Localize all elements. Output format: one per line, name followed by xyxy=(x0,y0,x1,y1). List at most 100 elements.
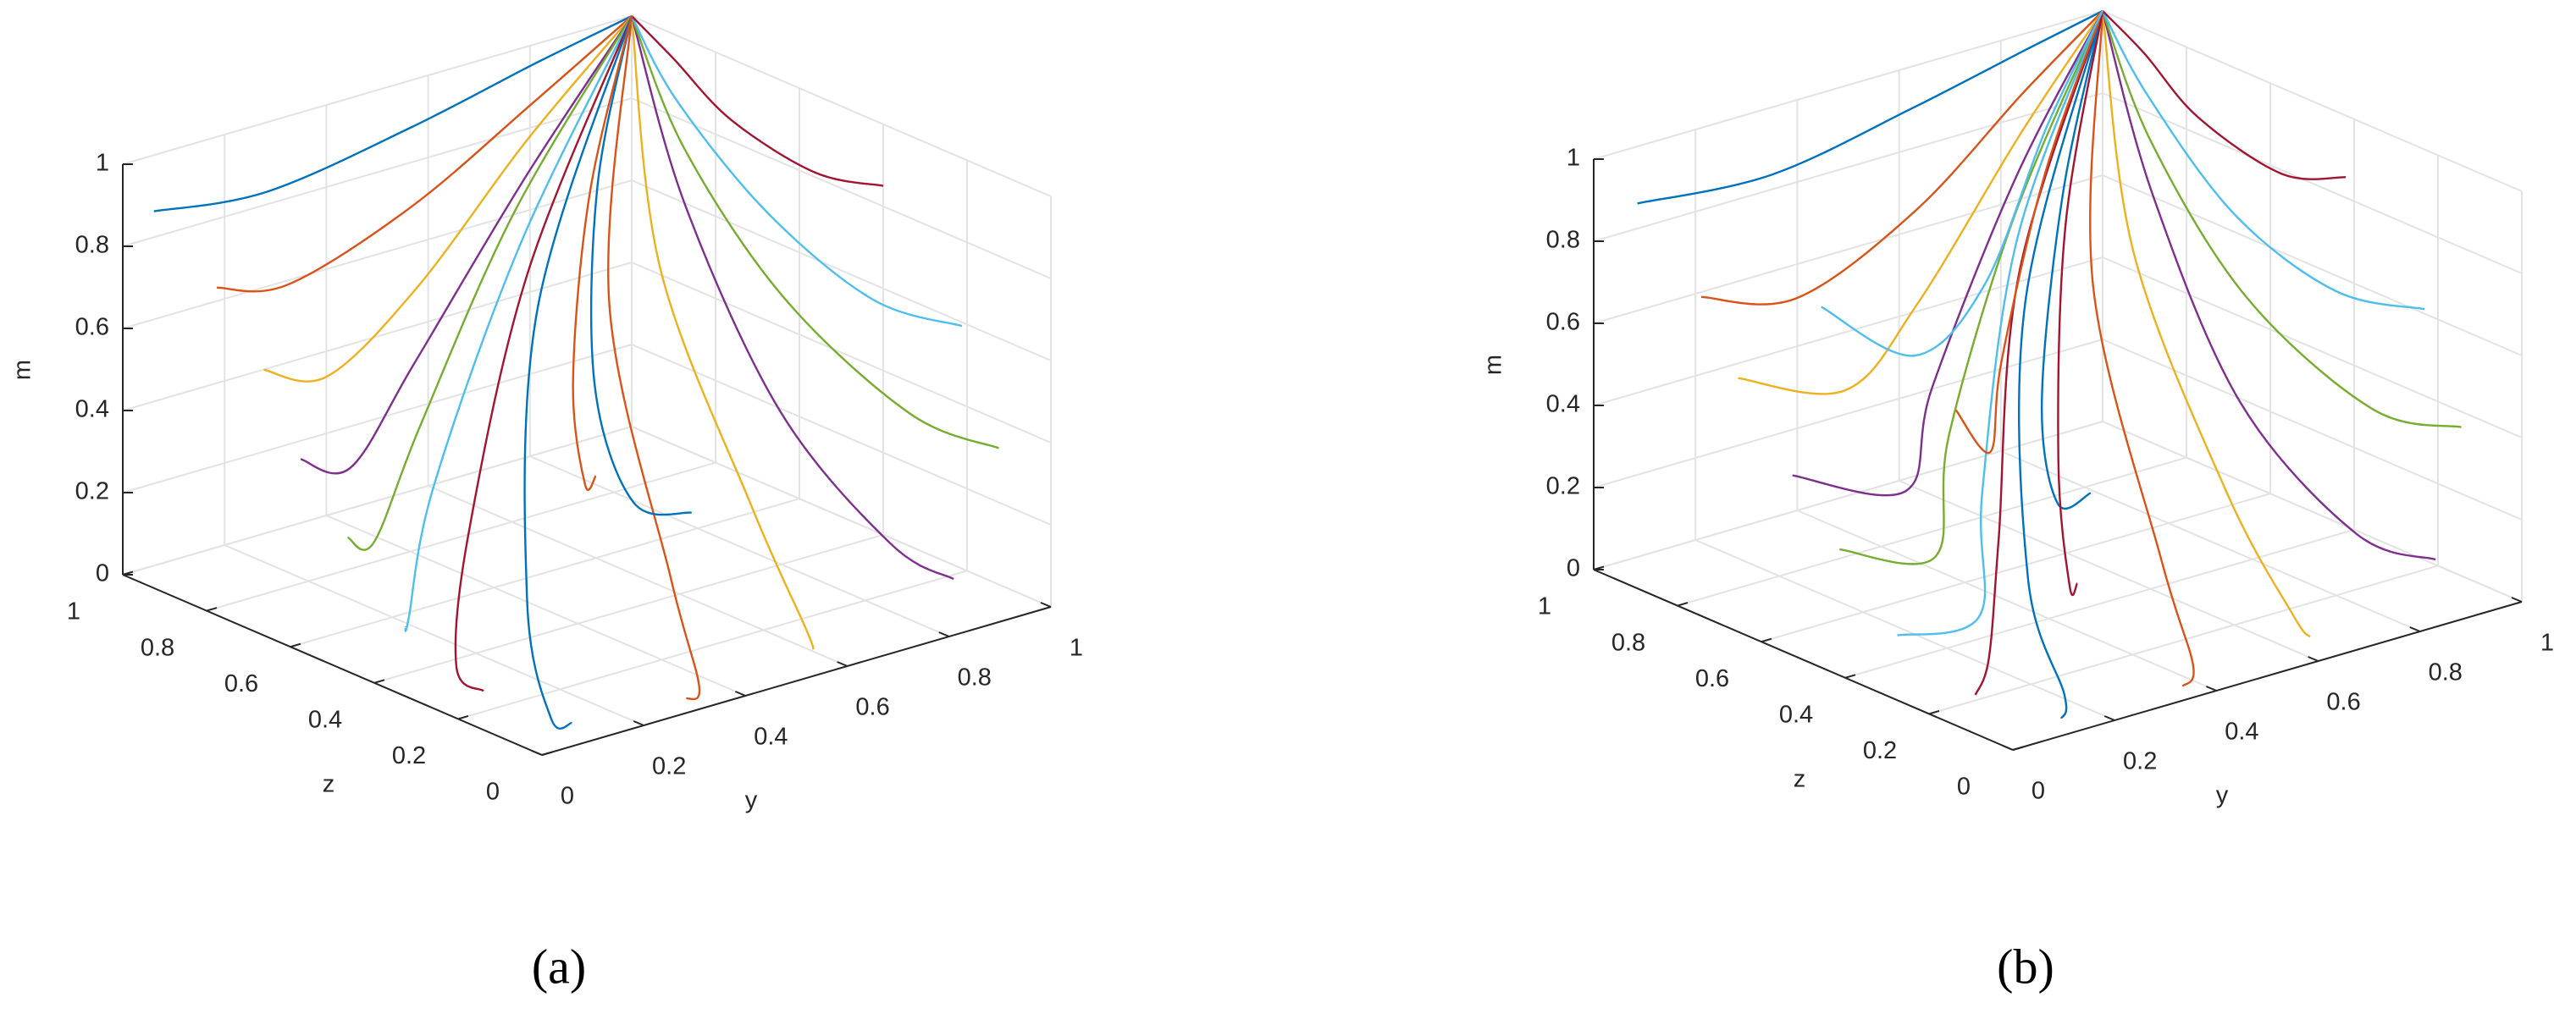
grid-line xyxy=(631,344,1052,526)
y-tick-label: 0.8 xyxy=(958,664,992,692)
grid-line xyxy=(631,15,1052,197)
m-tick-label: 0.4 xyxy=(1546,391,1580,418)
grid-line xyxy=(1593,339,2103,488)
tick-mark xyxy=(1593,565,1605,570)
caption: (a) xyxy=(532,939,586,994)
grid-line xyxy=(122,262,633,411)
y-tick-label: 0.6 xyxy=(2326,689,2360,716)
z-tick-label: 0.8 xyxy=(1611,629,1645,656)
trajectory xyxy=(1954,10,2104,455)
grid-line xyxy=(206,461,716,612)
m-tick-label: 0.2 xyxy=(1546,473,1580,500)
grid-line xyxy=(290,498,800,648)
trajectory xyxy=(1821,10,2104,357)
trajectory xyxy=(1700,10,2103,306)
y-axis-label: y xyxy=(745,787,758,814)
z-tick-label: 0 xyxy=(486,779,500,806)
tick-mark xyxy=(2002,745,2014,751)
tick-mark xyxy=(2409,626,2421,632)
tick-mark xyxy=(541,751,553,756)
m-tick-label: 0.6 xyxy=(75,314,109,341)
trajectory xyxy=(630,15,963,328)
caption: (b) xyxy=(1997,939,2054,994)
grid-line xyxy=(457,570,968,720)
y-tick-label: 0.6 xyxy=(855,694,889,721)
z-tick-label: 1 xyxy=(1538,593,1551,620)
y-tick-label: 0.8 xyxy=(2429,659,2463,686)
y-tick-label: 0.4 xyxy=(754,724,788,751)
trajectory xyxy=(1792,10,2104,497)
z-tick-label: 1 xyxy=(67,598,80,625)
y-tick-label: 0.2 xyxy=(652,753,686,780)
trajectory xyxy=(631,15,884,187)
grid-line xyxy=(1593,421,2103,570)
z-tick-label: 0.2 xyxy=(392,742,426,769)
grid-line xyxy=(2102,421,2523,603)
y-axis-label: y xyxy=(2216,782,2229,809)
trajectory xyxy=(1974,10,2104,696)
grid-line xyxy=(631,262,1052,444)
trajectory xyxy=(589,15,692,516)
y-tick-label: 0 xyxy=(2032,778,2045,805)
trajectory xyxy=(1738,10,2103,395)
y-tick-label: 0 xyxy=(561,783,574,810)
grid-line xyxy=(1677,456,2187,607)
z-tick-label: 0.2 xyxy=(1863,737,1897,764)
tick-mark xyxy=(206,607,218,612)
trajectory xyxy=(263,15,633,383)
tick-mark xyxy=(735,691,746,697)
tick-mark xyxy=(2308,656,2319,662)
trajectory xyxy=(1637,9,2103,205)
grid-line xyxy=(2102,174,2523,356)
tick-mark xyxy=(373,679,385,684)
z-axis xyxy=(122,574,543,756)
m-tick-label: 0.8 xyxy=(1546,227,1580,254)
trajectory xyxy=(630,15,999,449)
m-tick-label: 0.8 xyxy=(75,232,109,259)
grid-line xyxy=(373,533,884,684)
trajectory xyxy=(2101,10,2436,561)
trajectory xyxy=(404,15,633,632)
trajectory xyxy=(2102,10,2347,180)
subplot: 00.20.40.60.8100.20.40.60.8100.20.40.60.… xyxy=(1480,9,2554,994)
trajectory xyxy=(2057,10,2104,596)
m-axis-label: m xyxy=(9,360,36,380)
z-tick-label: 0.6 xyxy=(224,670,258,697)
tick-mark xyxy=(633,720,644,726)
grid-line xyxy=(122,15,633,165)
tick-mark xyxy=(457,714,469,720)
grid-line xyxy=(1761,493,2271,643)
grid-line xyxy=(1694,539,2115,721)
m-tick-label: 0.6 xyxy=(1546,309,1580,336)
y-axis xyxy=(541,606,1052,756)
z-tick-label: 0 xyxy=(1957,774,1971,801)
grid-line xyxy=(428,485,848,667)
tick-mark xyxy=(1040,602,1052,608)
tick-mark xyxy=(2103,715,2115,721)
subplot: 00.20.40.60.8100.20.40.60.8100.20.40.60.… xyxy=(9,14,1083,994)
grid-line xyxy=(1593,10,2103,160)
y-tick-label: 1 xyxy=(1070,635,1083,662)
trajectory xyxy=(153,14,633,212)
grid-line xyxy=(2102,92,2523,274)
m-tick-label: 0.2 xyxy=(75,478,109,505)
tick-mark xyxy=(938,631,950,637)
trajectory xyxy=(2018,10,2104,719)
grid-line xyxy=(2102,339,2523,521)
z-tick-label: 0.6 xyxy=(1695,665,1729,692)
grid-line xyxy=(224,544,644,726)
grid-line xyxy=(631,179,1052,361)
m-axis-label: m xyxy=(1480,355,1507,375)
z-axis-label: z xyxy=(1794,766,1806,793)
m-tick-label: 0 xyxy=(1567,555,1580,582)
grid-line xyxy=(631,97,1052,279)
z-axis-label: z xyxy=(323,771,335,798)
tick-mark xyxy=(2012,746,2024,751)
grid-line xyxy=(631,426,1052,608)
z-tick-label: 0.4 xyxy=(308,706,342,733)
trajectory xyxy=(454,15,633,692)
trajectory xyxy=(2101,10,2425,311)
m-tick-label: 1 xyxy=(96,150,109,177)
z-tick-label: 0.4 xyxy=(1779,701,1813,728)
grid-line xyxy=(1844,528,2355,679)
